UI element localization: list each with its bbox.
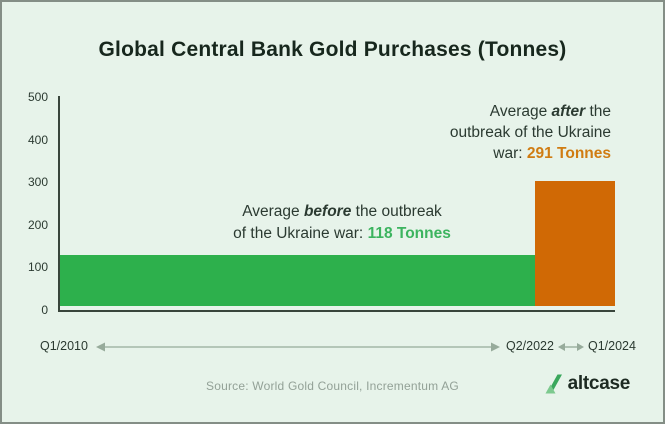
annotation-after-value: 291 Tonnes bbox=[526, 145, 611, 162]
altcase-logo-icon bbox=[545, 374, 562, 394]
annotation-before-emphasis: before bbox=[303, 203, 352, 220]
y-tick-500: 500 bbox=[27, 90, 48, 104]
bar-average-after bbox=[535, 181, 615, 306]
y-tick-100: 100 bbox=[27, 260, 48, 274]
annotation-before-line1-pre: Average bbox=[242, 203, 304, 220]
source-credit: Source: World Gold Council, Incrementum … bbox=[206, 379, 459, 393]
annotation-after-emphasis: after bbox=[551, 103, 586, 120]
annotation-after-line3-pre: war: bbox=[493, 145, 527, 162]
annotation-before-value: 118 Tonnes bbox=[367, 225, 451, 242]
y-tick-200: 200 bbox=[27, 218, 48, 232]
timeline-arrow-short bbox=[558, 343, 584, 351]
annotation-after-line1-post: the bbox=[585, 103, 611, 120]
y-tick-0: 0 bbox=[41, 303, 48, 317]
x-label-q1-2010: Q1/2010 bbox=[40, 339, 88, 353]
x-axis-baseline bbox=[58, 310, 615, 312]
y-tick-300: 300 bbox=[27, 175, 48, 189]
altcase-logo: altcase bbox=[543, 372, 630, 396]
altcase-logo-text: altcase bbox=[567, 373, 631, 394]
y-tick-400: 400 bbox=[27, 133, 48, 147]
timeline-arrow-long bbox=[96, 342, 500, 352]
annotation-before-line1-post: the outbreak bbox=[351, 203, 442, 220]
annotation-after: Average after the outbreak of the Ukrain… bbox=[450, 101, 611, 164]
x-label-q2-2022: Q2/2022 bbox=[506, 339, 554, 353]
chart-title: Global Central Bank Gold Purchases (Tonn… bbox=[98, 38, 567, 61]
x-label-q1-2024: Q1/2024 bbox=[588, 339, 636, 353]
annotation-after-line2: outbreak of the Ukraine bbox=[449, 124, 611, 141]
annotation-after-line1-pre: Average bbox=[489, 103, 552, 120]
annotation-before-line2-pre: of the Ukraine war: bbox=[233, 225, 368, 242]
annotation-before: Average before the outbreak of the Ukrai… bbox=[172, 201, 512, 245]
bar-average-before bbox=[60, 255, 535, 306]
y-axis-line bbox=[58, 96, 60, 310]
